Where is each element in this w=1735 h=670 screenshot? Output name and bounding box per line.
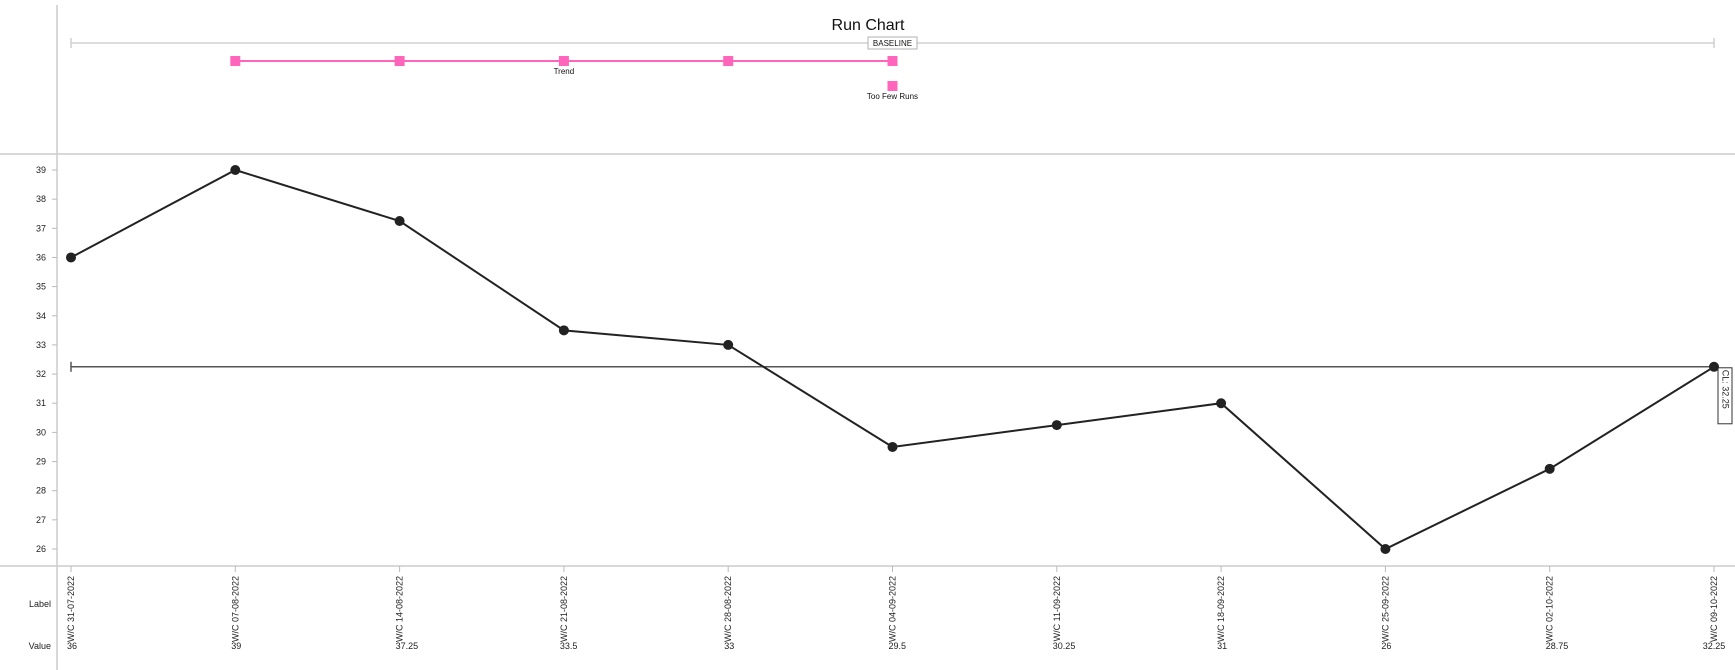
x-tick-label: W/C 02-10-2022	[1545, 576, 1555, 642]
y-tick-label: 38	[36, 194, 46, 204]
rule-indicators: Trend Too Few Runs	[230, 56, 918, 101]
chart-title: Run Chart	[832, 17, 905, 34]
data-point	[1216, 398, 1227, 409]
center-line-group: CL: 32.25	[70, 361, 1733, 425]
y-tick-label: 27	[36, 515, 46, 525]
value-cell: 36	[67, 641, 77, 651]
x-axis-labels: W/C 31-07-2022 W/C 07-08-2022 W/C 14-08-20…	[66, 566, 1719, 642]
rule-marker	[723, 56, 734, 66]
y-tick-label: 28	[36, 486, 46, 496]
value-cell: 26	[1381, 641, 1391, 651]
value-cell: 39	[231, 641, 241, 651]
value-cell: 31	[1217, 641, 1227, 651]
baseline-label-box	[867, 36, 918, 50]
rule-label: Trend	[554, 67, 575, 76]
value-cell: 28.75	[1546, 641, 1569, 651]
y-tick-label: 30	[36, 427, 46, 437]
rule-label: Too Few Runs	[867, 92, 918, 101]
rule-marker	[558, 56, 569, 66]
value-row: 36 39 37.25 33.5 33 29.5 30.25 31 26 28.75 32.25	[67, 641, 1725, 651]
y-tick-label: 35	[36, 282, 46, 292]
y-tick-label: 34	[36, 311, 46, 321]
x-tick-label: W/C 07-08-2022	[230, 576, 240, 642]
center-line-label: CL: 32.25	[1721, 370, 1731, 409]
data-point	[230, 165, 241, 175]
series-line	[70, 168, 1715, 551]
data-point	[1051, 420, 1062, 431]
y-tick-label: 32	[36, 369, 46, 379]
baseline-label: BASELINE	[873, 39, 912, 48]
data-point	[723, 339, 734, 350]
center-line-label-box	[1717, 367, 1733, 425]
x-tick-label: W/C 09-10-2022	[1709, 576, 1719, 642]
x-tick-label: W/C 14-08-2022	[395, 576, 405, 642]
rule-marker	[887, 56, 898, 66]
rule-marker	[394, 56, 405, 66]
table-header-value: Value	[29, 641, 51, 651]
data-point	[1380, 544, 1391, 554]
y-tick-label: 31	[36, 398, 46, 408]
x-tick-label: W/C 21-08-2022	[559, 576, 569, 642]
data-point	[1544, 463, 1555, 474]
value-cell: 30.25	[1053, 641, 1076, 651]
value-cell: 32.25	[1703, 641, 1726, 651]
value-cell: 29.5	[889, 641, 907, 651]
y-tick-label: 26	[36, 544, 46, 554]
y-tick-label: 37	[36, 223, 46, 233]
x-tick-label: W/C 11-09-2022	[1052, 576, 1062, 641]
table-header-label: Label	[29, 599, 51, 609]
value-cell: 33.5	[560, 641, 578, 651]
rule-marker	[230, 56, 241, 66]
data-point	[66, 252, 76, 263]
value-cell: 33	[724, 641, 734, 651]
y-tick-label: 39	[36, 165, 46, 175]
data-point	[1709, 361, 1719, 372]
x-tick-label: W/C 28-08-2022	[723, 576, 733, 642]
x-tick-label: W/C 31-07-2022	[66, 576, 76, 642]
center-line-label-group: CL: 32.25	[1717, 367, 1733, 425]
x-tick-label: W/C 25-09-2022	[1380, 576, 1390, 642]
y-tick-label: 36	[36, 252, 46, 262]
data-point	[558, 325, 569, 336]
data-point	[394, 216, 405, 227]
y-tick-label: 33	[36, 340, 46, 350]
x-tick-label: W/C 04-09-2022	[888, 576, 898, 642]
data-point	[887, 441, 898, 452]
rule-marker	[887, 81, 898, 91]
x-tick-label: W/C 18-09-2022	[1216, 576, 1226, 642]
baseline-range: BASELINE	[70, 36, 1715, 50]
data-points	[66, 165, 1719, 554]
y-tick-label: 29	[36, 457, 46, 467]
value-cell: 37.25	[396, 641, 419, 651]
y-axis-ticks: 26 27 28 29 30 31 32 33 34 35 36 37 38 39	[36, 165, 57, 554]
